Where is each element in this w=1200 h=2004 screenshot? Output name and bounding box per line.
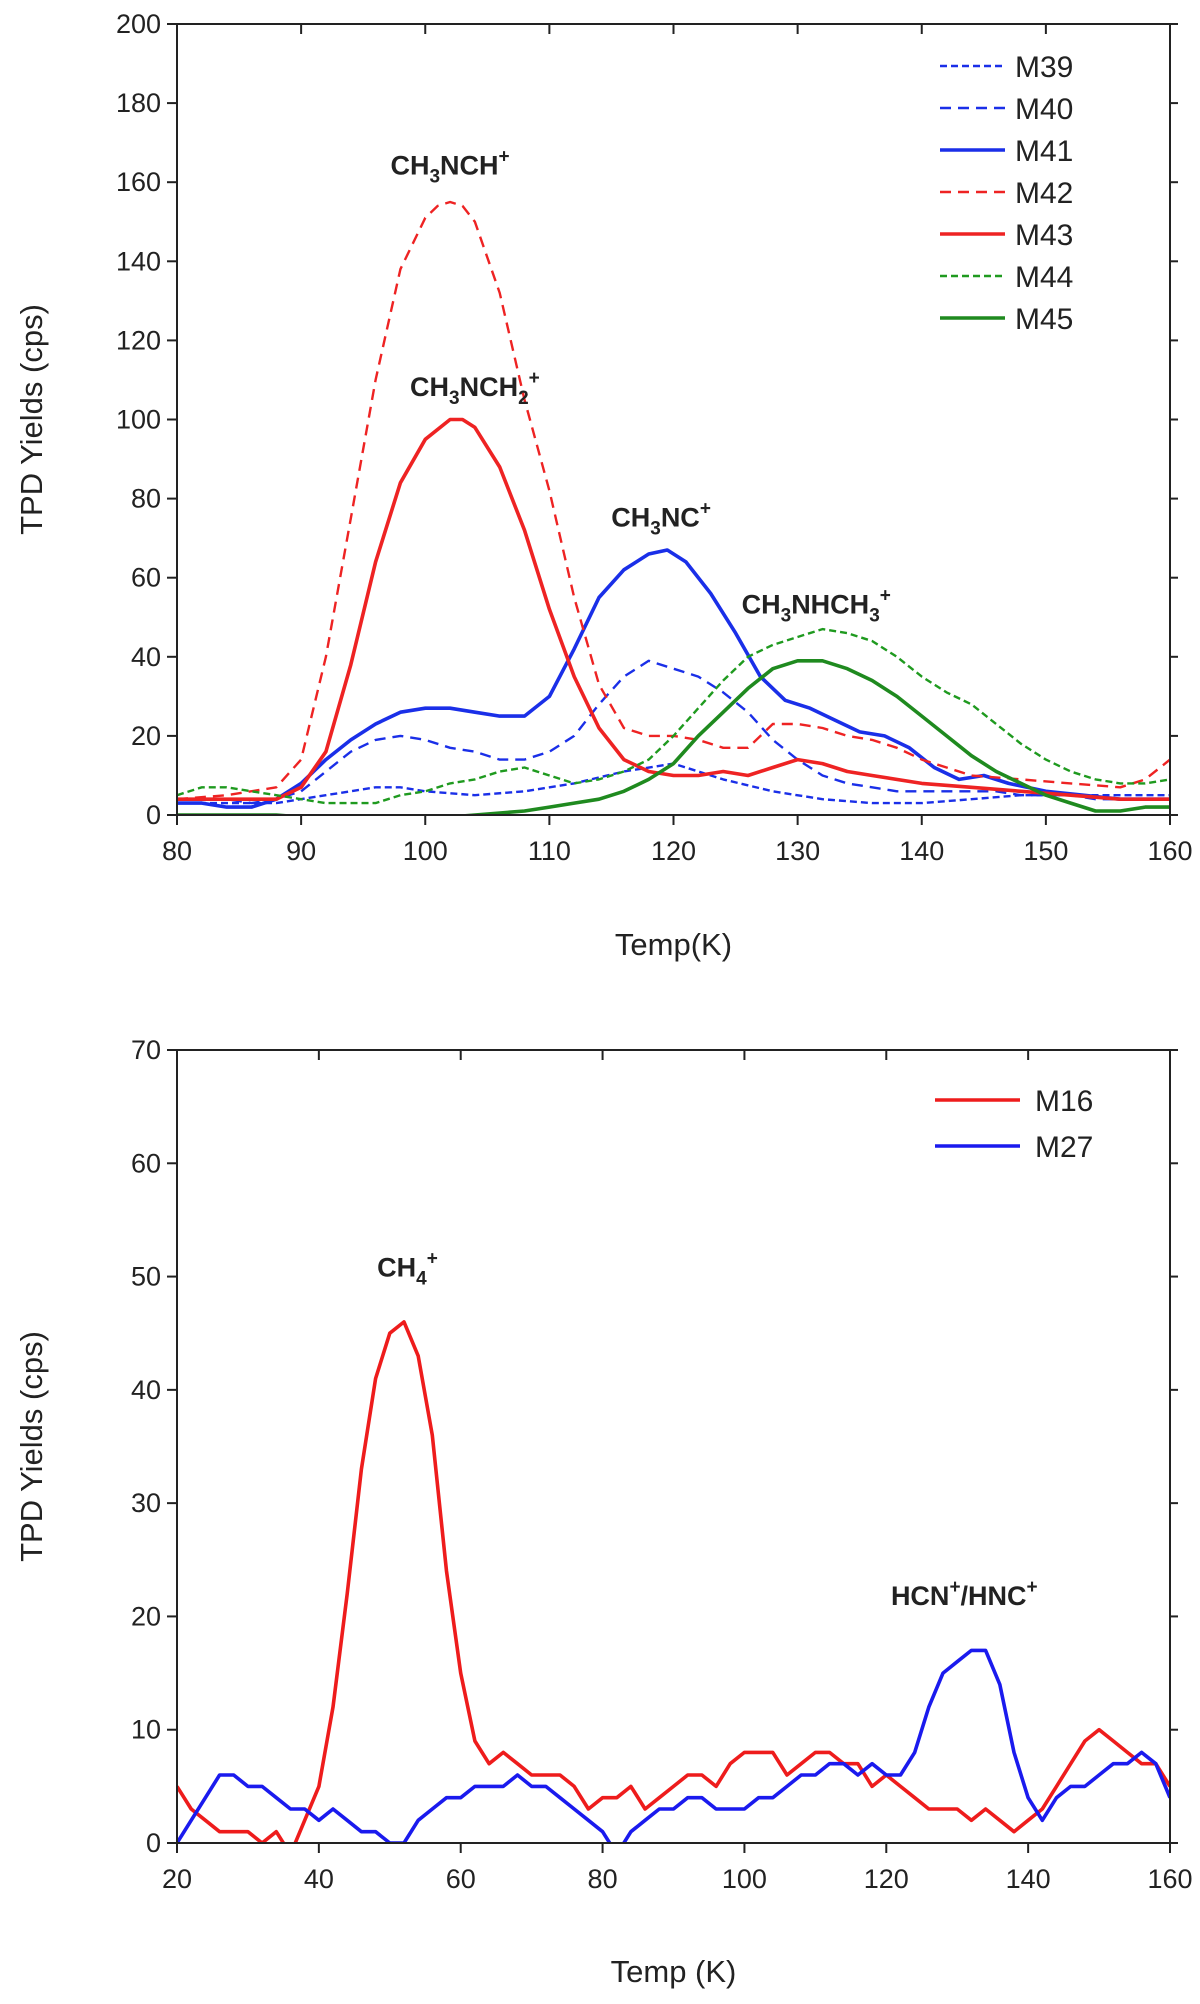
annotation-part: HCN: [891, 1581, 950, 1611]
x-tick-label: 80: [588, 1864, 618, 1894]
legend-label-m27: M27: [1035, 1131, 1093, 1164]
annotation-label: CH3NCH+: [390, 146, 509, 187]
annotation-part: 4: [416, 1269, 427, 1290]
annotation-part: NCH: [440, 150, 499, 180]
annotation-part: 3: [650, 518, 661, 539]
annotation-part: 3: [869, 605, 880, 626]
x-tick-label: 140: [899, 836, 944, 866]
x-tick-label: 120: [864, 1864, 909, 1894]
x-tick-label: 100: [722, 1864, 767, 1894]
series-group: [177, 200, 1170, 815]
annotation-part: 2: [518, 388, 529, 409]
legend-label-m44: M44: [1015, 261, 1073, 294]
y-tick-label: 40: [131, 642, 161, 672]
legend-label-m41: M41: [1015, 135, 1073, 168]
annotation-part: +: [700, 498, 711, 519]
x-tick-label: 90: [286, 836, 316, 866]
x-tick-label: 40: [304, 1864, 334, 1894]
y-tick-label: 180: [116, 88, 161, 118]
annotation-part: +: [1027, 1577, 1038, 1598]
y-tick-label: 200: [116, 9, 161, 39]
x-tick-label: 100: [403, 836, 448, 866]
series-m43-line: [177, 417, 1170, 802]
x-tick-label: 60: [446, 1864, 476, 1894]
y-tick-label: 120: [116, 325, 161, 355]
annotation-part: +: [880, 585, 891, 606]
series-m41-line: [177, 548, 1170, 809]
series-m27-line: [177, 1648, 1170, 1843]
plot-frame: [176, 1049, 1171, 1844]
y-tick-label: 60: [131, 563, 161, 593]
y-tick-label: 100: [116, 405, 161, 435]
series-m44-line: [177, 627, 1170, 805]
legend: M39 M40 M41 M42 M43 M44 M45: [940, 51, 1073, 336]
annotation-label: CH3NCH2+: [410, 368, 540, 409]
annotation-label: HCN+/HNC+: [891, 1577, 1038, 1611]
y-tick-label: 20: [131, 1601, 161, 1631]
chart-top: 80 90 100 110 120 130 140 150 160 0 20 40 60 80 100 120…: [14, 9, 1193, 962]
annotation-part: 3: [429, 166, 440, 187]
annotation-part: 3: [781, 605, 792, 626]
x-tick-label: 150: [1023, 836, 1068, 866]
x-axis-title: Temp(K): [615, 927, 732, 962]
x-tick-label: 80: [162, 836, 192, 866]
legend-label-m45: M45: [1015, 303, 1073, 336]
y-axis-title: TPD Yields (cps): [14, 304, 49, 535]
annotation-part: NC: [661, 502, 700, 532]
y-tick-label: 40: [131, 1375, 161, 1405]
y-tick-label: 60: [131, 1148, 161, 1178]
series-group: [177, 1320, 1170, 1843]
annotation-part: /HNC: [961, 1581, 1027, 1611]
annotation-part: CH: [410, 372, 449, 402]
series-m16-line: [177, 1320, 1170, 1843]
y-tick-label: 70: [131, 1035, 161, 1065]
annotation-part: NCH: [460, 372, 519, 402]
annotation-label: CH4+: [377, 1249, 438, 1290]
annotation-part: CH: [611, 502, 650, 532]
annotation-part: +: [949, 1577, 960, 1598]
annotation-part: +: [529, 368, 540, 389]
annotation-part: CH: [742, 589, 781, 619]
legend-label-m39: M39: [1015, 51, 1073, 84]
y-tick-label: 50: [131, 1262, 161, 1292]
y-tick-label: 0: [146, 1828, 161, 1858]
y-tick-label: 80: [131, 484, 161, 514]
y-tick-label: 0: [146, 800, 161, 830]
chart-bottom: 20 40 60 80 100 120 140 160 0 10 20 30 40 50 60 70 Temp …: [14, 1035, 1193, 1989]
annotation-part: CH: [377, 1253, 416, 1283]
annotation-part: +: [427, 1249, 438, 1270]
y-axis-title: TPD Yields (cps): [14, 1331, 49, 1562]
legend-label-m43: M43: [1015, 219, 1073, 252]
x-axis-title: Temp (K): [611, 1954, 737, 1989]
series-m45-line: [177, 658, 1170, 815]
annotation-label: CH3NHCH3+: [742, 585, 891, 626]
series-m42-line: [177, 200, 1170, 801]
x-tick-label: 140: [1006, 1864, 1051, 1894]
series-m40-line: [177, 659, 1170, 805]
x-tick-label: 130: [775, 836, 820, 866]
y-tick-label: 160: [116, 167, 161, 197]
y-tick-label: 10: [131, 1715, 161, 1745]
y-tick-label: 20: [131, 721, 161, 751]
y-tick-label: 30: [131, 1488, 161, 1518]
annotation-part: 3: [449, 388, 460, 409]
x-tick-label: 160: [1147, 836, 1192, 866]
annotation-label: CH3NC+: [611, 498, 711, 539]
series-m39-line: [177, 762, 1170, 805]
annotation-part: +: [499, 146, 510, 167]
x-tick-label: 160: [1147, 1864, 1192, 1894]
legend-label-m42: M42: [1015, 177, 1073, 210]
legend-label-m16: M16: [1035, 1085, 1093, 1118]
x-tick-label: 110: [528, 836, 571, 866]
y-tick-label: 140: [116, 246, 161, 276]
annotation-part: CH: [390, 150, 429, 180]
legend-label-m40: M40: [1015, 93, 1073, 126]
x-tick-label: 120: [651, 836, 696, 866]
annotation-part: NHCH: [791, 589, 869, 619]
x-tick-label: 20: [162, 1864, 192, 1894]
